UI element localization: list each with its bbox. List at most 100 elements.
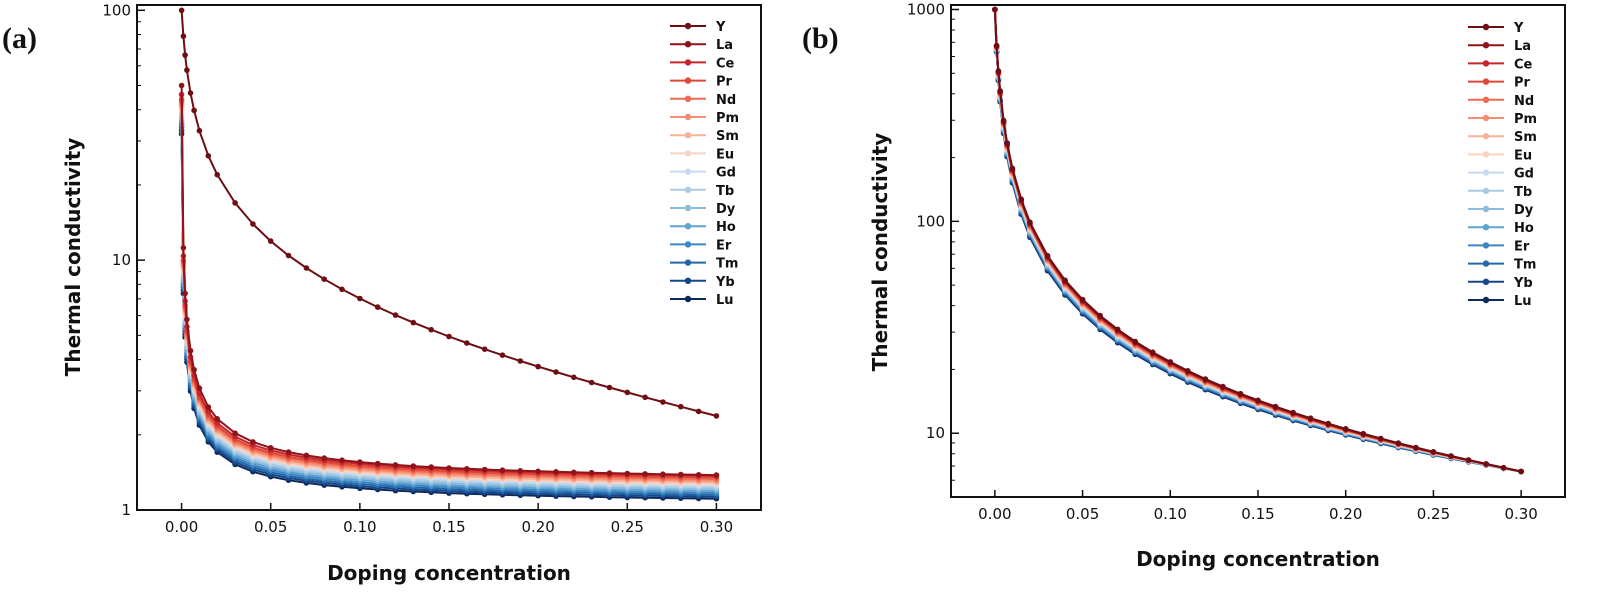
panel-a-series-la-point — [624, 470, 631, 477]
panel-b-legend-item-la: La — [1468, 39, 1531, 54]
panel-b-series-y-point — [1255, 397, 1261, 404]
panel-b-series-y-point — [1378, 435, 1384, 442]
panel-a-series-y-point — [180, 33, 187, 39]
panel-b-series — [992, 6, 1524, 475]
panel-b-series-y-point — [1448, 453, 1454, 459]
panel-a-series-y — [178, 7, 720, 419]
legend-marker — [1482, 23, 1490, 31]
legend-label: Tm — [1514, 258, 1536, 273]
panel-a-legend-item-er: Er — [670, 238, 732, 253]
panel-a-series-y-point — [410, 319, 417, 326]
panel-a-series-la-point — [392, 462, 399, 468]
panel-b-legend-item-nd: Nd — [1468, 94, 1534, 109]
legend-label: Dy — [1514, 203, 1534, 218]
panel-b-series-y-point — [1202, 376, 1209, 382]
panel-a-series-la-point — [535, 468, 541, 475]
panel-a-series-la-point — [499, 467, 506, 474]
panel-a-x-tick-label: 0.20 — [521, 518, 554, 536]
panel-a-series-la-point — [713, 472, 720, 478]
legend-label: Gd — [1514, 167, 1534, 182]
panel-a-series-y-point — [303, 265, 310, 271]
panel-a-x-tick-label: 0.15 — [432, 518, 465, 536]
legend-marker — [1482, 224, 1490, 231]
panel-b-x-tick-label: 0.10 — [1154, 505, 1187, 523]
panel-b-legend-item-ce: Ce — [1468, 57, 1533, 72]
panel-a-y-tick-label: 100 — [102, 1, 131, 19]
panel-a-series-la-point — [250, 439, 256, 445]
panel-a-series-la — [178, 82, 720, 478]
panel-a-series-la-point — [517, 468, 524, 474]
panel-a-y-axis-title: Thermal conductivity — [61, 138, 85, 377]
panel-a-series-la-point — [232, 430, 238, 437]
panel-b-x-tick-label: 0.15 — [1241, 505, 1274, 523]
panel-a-series-y-point — [499, 352, 506, 359]
panel-a-series-la-point — [180, 245, 187, 251]
legend-label: Sm — [716, 129, 739, 144]
legend-label: Er — [716, 238, 732, 253]
panel-a-series-y-point — [214, 171, 220, 178]
panel-b-series-y-point — [1044, 252, 1051, 259]
panel-a-series-la-point — [553, 469, 559, 475]
panel-a: (a) 0.00 0.05 0.10 0.15 0.20 0.25 0.30 110100 … — [2, 1, 762, 585]
panel-b-y-axis: 10 100 1000 — [907, 0, 959, 481]
legend-label: Ho — [716, 220, 736, 235]
panel-a-series-la-point — [285, 449, 292, 455]
legend-label: Pr — [1514, 76, 1531, 91]
panel-a-series-y-point — [446, 333, 452, 340]
legend-label: Eu — [1514, 148, 1532, 163]
panel-a-series-y-point — [678, 403, 684, 410]
panel-a-series-la-point — [357, 459, 363, 465]
panel-a-legend-item-pm: Pm — [670, 111, 739, 126]
panel-b-series-y-point — [1483, 461, 1489, 467]
panel-b-series-y-point — [1325, 420, 1331, 427]
panel-a-series-y-point — [606, 384, 613, 391]
panel-a-legend-item-la: La — [670, 38, 733, 53]
panel-b-x-tick-label: 0.00 — [978, 505, 1011, 523]
panel-a-series — [178, 7, 720, 502]
legend-label: Eu — [716, 147, 734, 162]
legend-label: Yb — [715, 275, 735, 290]
panel-a-series-la-point — [678, 471, 684, 478]
legend-marker — [684, 241, 692, 248]
panel-a-x-tick-label: 0.10 — [343, 518, 376, 536]
panel-a-series-la-point — [606, 470, 613, 476]
panel-b-series-y-point — [1220, 383, 1226, 390]
legend-label: Sm — [1514, 130, 1537, 145]
panel-b-series-y — [992, 6, 1524, 475]
panel-a-x-tick-label: 0.30 — [700, 518, 733, 536]
panel-b-series-y-point — [1307, 415, 1314, 422]
panel-a-series-y-point — [196, 127, 203, 134]
panel-a-x-tick-label: 0.25 — [611, 518, 644, 536]
legend-marker — [684, 59, 692, 66]
panel-a-series-y-point — [695, 408, 702, 415]
panel-a-series-y-point — [182, 52, 188, 58]
panel-a-series-la-point — [588, 469, 595, 476]
panel-a-legend-item-pr: Pr — [670, 75, 733, 90]
legend-label: La — [716, 38, 733, 53]
legend-label: Tm — [716, 257, 738, 272]
panel-b-y-tick-label: 10 — [926, 424, 945, 442]
legend-label: Dy — [716, 202, 736, 217]
legend-label: Pm — [716, 111, 739, 126]
panel-b-x-tick-label: 0.30 — [1504, 505, 1537, 523]
legend-label: Nd — [716, 93, 736, 108]
panel-a-series-la-point — [205, 404, 212, 410]
panel-b-series-y-point — [1132, 338, 1138, 345]
panel-a-series-y-point — [642, 394, 648, 401]
panel-a-series-la-point — [446, 465, 452, 471]
panel-b-series-y-point — [1149, 349, 1156, 356]
panel-a-series-la-point — [339, 457, 345, 464]
panel-a-series-y-point — [250, 221, 256, 227]
panel-b-series-y-point — [1290, 409, 1296, 416]
panel-a-series-ce-point — [214, 420, 220, 426]
panel-b-series-y-point — [1027, 219, 1033, 225]
panel-b-legend-item-eu: Eu — [1468, 148, 1532, 163]
panel-b-series-y-point — [1395, 440, 1402, 446]
panel-a-series-la-point — [695, 472, 702, 478]
legend-marker — [684, 77, 692, 84]
panel-b-legend-item-tb: Tb — [1468, 185, 1532, 200]
panel-a-series-la-point — [321, 455, 328, 461]
panel-a-series-la-point — [642, 471, 648, 477]
panel-a-legend-item-ce: Ce — [670, 56, 735, 71]
panel-a-series-y-point — [535, 363, 541, 370]
